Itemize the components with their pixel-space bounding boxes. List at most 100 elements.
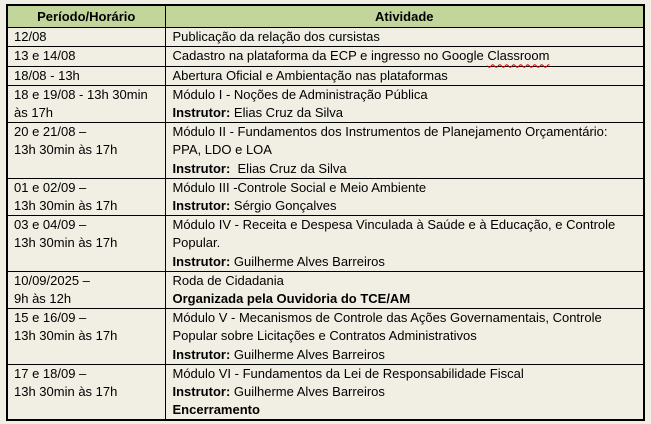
text-segment: Módulo IV - Receita e Despesa Vinculada … (172, 217, 616, 233)
text-segment: Elias Cruz da Silva (230, 105, 343, 121)
activity-cell: Módulo IV - Receita e Despesa Vinculada … (164, 215, 645, 272)
period-line: 03 e 04/09 – (14, 217, 87, 233)
text-segment: Elias Cruz da Silva (230, 160, 347, 176)
activity-line: Instrutor: Sérgio Gonçalves (173, 197, 640, 215)
activity-line: Cadastro na plataforma da ECP e ingresso… (173, 47, 640, 65)
spellcheck-word: Classroom (487, 48, 550, 64)
bold-text: Instrutor: (172, 105, 231, 121)
bold-text: Instrutor: (172, 160, 231, 176)
text-segment: Guilherme Alves Barreiros (230, 346, 385, 362)
activity-cell: Módulo III -Controle Social e Meio Ambie… (164, 177, 645, 217)
activity-line: PPA, LDO e LOA (173, 141, 640, 159)
text-segment: Cadastro na plataforma da ECP e ingresso… (172, 48, 488, 64)
text-segment: Guilherme Alves Barreiros (230, 253, 385, 269)
text-segment: Sérgio Gonçalves (230, 198, 337, 214)
period-cell: 13 e 14/08 (6, 46, 166, 67)
period-cell: 01 e 02/09 – 13h 30min às 17h (6, 177, 166, 217)
table-row: 12/08 Publicação da relação dos cursistas (6, 27, 645, 48)
period-line: 9h às 12h (14, 291, 72, 307)
period-line: às 17h (14, 105, 54, 121)
activity-cell: Abertura Oficial e Ambientação nas plata… (164, 65, 645, 86)
period-line: 10/09/2025 – (14, 272, 90, 288)
bold-text: Encerramento (172, 402, 260, 418)
text-segment: Abertura Oficial e Ambientação nas plata… (172, 67, 448, 83)
text-segment: Popular sobre Licitações e Contratos Adm… (172, 328, 477, 344)
period-cell: 20 e 21/08 – 13h 30min às 17h (6, 122, 166, 179)
activity-header: Atividade (164, 4, 645, 29)
activity-cell: Publicação da relação dos cursistas (164, 27, 645, 48)
period-line: 15 e 16/09 – (14, 310, 87, 326)
activity-line: Abertura Oficial e Ambientação nas plata… (173, 67, 640, 85)
activity-cell: Roda de Cidadania Organizada pela Ouvidor… (164, 270, 645, 310)
activity-line: Módulo I - Noções de Administração Públi… (173, 86, 640, 104)
activity-cell: Módulo II - Fundamentos dos Instrumentos… (164, 122, 645, 179)
bold-text: Organizada pela Ouvidoria do TCE/AM (172, 291, 411, 307)
text-segment: Roda de Cidadania (172, 272, 284, 288)
period-cell: 10/09/2025 – 9h às 12h (6, 270, 166, 310)
period-cell: 18/08 - 13h (6, 65, 166, 86)
text-segment: Módulo I - Noções de Administração Públi… (172, 86, 428, 102)
period-line: 12/08 (14, 29, 47, 45)
table-row: 17 e 18/09 – 13h 30min às 17h Módulo VI - … (6, 363, 645, 421)
period-line: 13h 30min às 17h (14, 384, 118, 400)
activity-line: Módulo VI - Fundamentos da Lei de Respon… (173, 365, 640, 383)
bold-text: Instrutor: (172, 384, 231, 400)
bold-text: Instrutor: (172, 346, 231, 362)
table-row: 15 e 16/09 – 13h 30min às 17h Módulo V - M… (6, 308, 645, 365)
text-segment: Módulo V - Mecanismos de Controle das Aç… (172, 310, 602, 326)
period-cell: 03 e 04/09 – 13h 30min às 17h (6, 215, 166, 272)
activity-line: Encerramento (173, 401, 640, 419)
period-line: 18/08 - 13h (14, 67, 80, 83)
period-line: 13h 30min às 17h (14, 142, 118, 158)
activity-line: Módulo II - Fundamentos dos Instrumentos… (173, 123, 640, 141)
activity-line: Instrutor: Elias Cruz da Silva (173, 104, 640, 122)
activity-line: Instrutor: Guilherme Alves Barreiros (173, 253, 640, 271)
period-line: 18 e 19/08 - 13h 30min (14, 86, 148, 102)
activity-line: Roda de Cidadania (173, 272, 640, 290)
text-segment: PPA, LDO e LOA (172, 142, 272, 158)
text-segment: Popular. (172, 235, 221, 251)
activity-line: Instrutor: Elias Cruz da Silva (173, 160, 640, 178)
text-segment: Guilherme Alves Barreiros (230, 384, 385, 400)
activity-cell: Módulo V - Mecanismos de Controle das Aç… (164, 308, 645, 365)
text-segment: Publicação da relação dos cursistas (172, 29, 380, 45)
bold-text: Instrutor: (172, 198, 231, 214)
period-cell: 17 e 18/09 – 13h 30min às 17h (6, 363, 166, 421)
period-header: Período/Horário (6, 4, 166, 29)
table-row: 13 e 14/08 Cadastro na plataforma da ECP … (6, 46, 645, 67)
activity-line: Organizada pela Ouvidoria do TCE/AM (173, 290, 640, 308)
period-line: 17 e 18/09 – (14, 365, 87, 381)
schedule-table: Período/Horário Atividade 12/08 Publicaçã… (6, 4, 645, 422)
activity-cell: Módulo VI - Fundamentos da Lei de Respon… (164, 363, 645, 421)
activity-line: Módulo III -Controle Social e Meio Ambie… (173, 179, 640, 197)
activity-line: Publicação da relação dos cursistas (173, 28, 640, 46)
table-row: 20 e 21/08 – 13h 30min às 17h Módulo II - … (6, 122, 645, 179)
period-line: 13h 30min às 17h (14, 235, 118, 251)
table-row: 18 e 19/08 - 13h 30min às 17h Módulo I - N… (6, 84, 645, 124)
schedule-body: 12/08 Publicação da relação dos cursistas… (6, 27, 645, 421)
period-line: 13h 30min às 17h (14, 328, 118, 344)
text-segment: Módulo II - Fundamentos dos Instrumentos… (172, 124, 608, 140)
period-line: 13 e 14/08 (14, 48, 76, 64)
activity-line: Módulo V - Mecanismos de Controle das Aç… (173, 309, 640, 327)
table-row: 18/08 - 13h Abertura Oficial e Ambientaçã… (6, 65, 645, 86)
activity-line: Popular sobre Licitações e Contratos Adm… (173, 327, 640, 345)
period-line: 01 e 02/09 – (14, 179, 87, 195)
period-cell: 15 e 16/09 – 13h 30min às 17h (6, 308, 166, 365)
table-row: 10/09/2025 – 9h às 12h Roda de Cidadania Or… (6, 270, 645, 310)
text-segment: Módulo VI - Fundamentos da Lei de Respon… (172, 365, 524, 381)
period-line: 13h 30min às 17h (14, 198, 118, 214)
period-cell: 12/08 (6, 27, 166, 48)
table-row: 03 e 04/09 – 13h 30min às 17h Módulo IV - … (6, 215, 645, 272)
text-segment: Módulo III -Controle Social e Meio Ambie… (172, 179, 427, 195)
activity-line: Módulo IV - Receita e Despesa Vinculada … (173, 216, 640, 234)
period-cell: 18 e 19/08 - 13h 30min às 17h (6, 84, 166, 124)
period-line: 20 e 21/08 – (14, 124, 87, 140)
activity-cell: Cadastro na plataforma da ECP e ingresso… (164, 46, 645, 67)
table-row: 01 e 02/09 – 13h 30min às 17h Módulo III -… (6, 177, 645, 217)
activity-line: Instrutor: Guilherme Alves Barreiros (173, 346, 640, 364)
activity-line: Popular. (173, 234, 640, 252)
activity-cell: Módulo I - Noções de Administração Públi… (164, 84, 645, 124)
header-row: Período/Horário Atividade (6, 4, 645, 29)
activity-line: Instrutor: Guilherme Alves Barreiros (173, 383, 640, 401)
